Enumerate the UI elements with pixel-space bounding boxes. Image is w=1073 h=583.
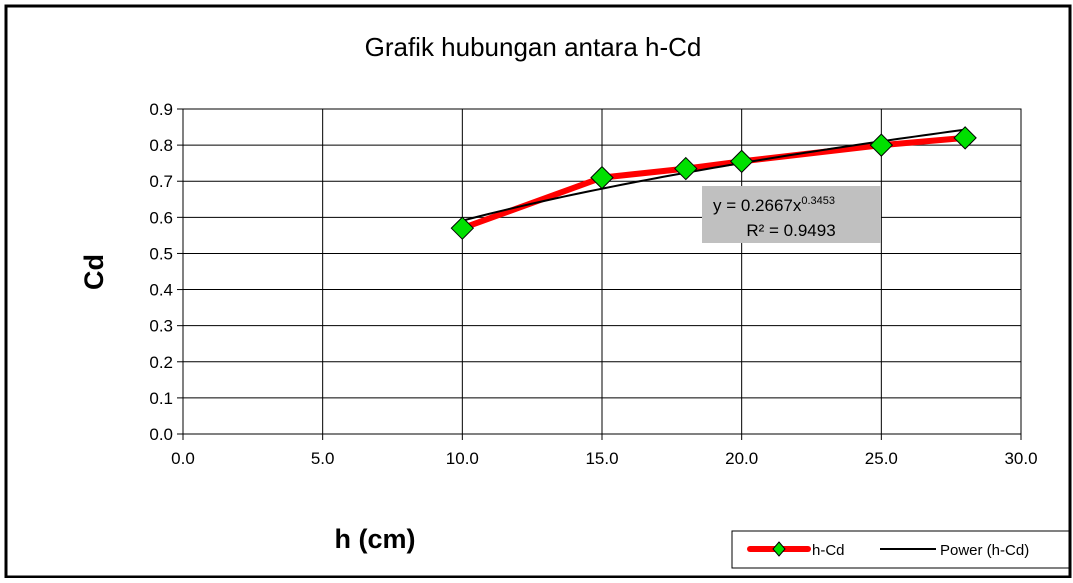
x-tick-label: 15.0 [585, 449, 618, 468]
legend-marker-h-cd [772, 541, 786, 557]
equation-main: y = 0.2667x [713, 196, 802, 215]
y-tick-label: 0.7 [149, 172, 173, 191]
legend-label-power: Power (h-Cd) [940, 542, 1029, 559]
chart-title: Grafik hubungan antara h-Cd [365, 32, 702, 62]
x-tick-label: 10.0 [446, 449, 479, 468]
y-tick-label: 0.6 [149, 208, 173, 227]
y-tick-label: 0.1 [149, 389, 173, 408]
equation-background [702, 186, 881, 243]
x-tick-label: 30.0 [1004, 449, 1037, 468]
data-point-marker [590, 165, 614, 190]
y-tick-label: 0.5 [149, 244, 173, 263]
series-layer [450, 126, 977, 240]
legend: h-Cd Power (h-Cd) [731, 530, 1070, 569]
equation-exponent: 0.3453 [801, 195, 835, 207]
x-tick-label: 0.0 [171, 449, 195, 468]
x-tick-label: 20.0 [725, 449, 758, 468]
data-point-marker [953, 126, 977, 150]
equation-text: y = 0.2667x0.3453 [713, 195, 835, 215]
y-tick-label: 0.8 [149, 136, 173, 155]
x-axis-label: h (cm) [335, 524, 416, 554]
data-point-marker [869, 133, 894, 157]
data-point-marker [729, 149, 754, 174]
series-line-h-cd [459, 134, 969, 232]
data-point-marker [674, 156, 698, 181]
data-point-marker [450, 216, 475, 240]
y-tick-label: 0.2 [149, 353, 173, 372]
y-tick-label: 0.0 [149, 425, 173, 444]
tick-layer: 0.0 0.1 0.2 0.3 0.4 0.5 0.6 0.7 0.8 0.9 0.0 5.0 10.0… [149, 100, 1037, 468]
legend-label-h-cd: h-Cd [812, 542, 845, 559]
r-squared-text: R² = 0.9493 [746, 221, 835, 240]
y-tick-label: 0.9 [149, 100, 173, 119]
x-tick-label: 5.0 [311, 449, 335, 468]
x-tick-label: 25.0 [865, 449, 898, 468]
y-tick-label: 0.4 [149, 281, 173, 300]
trendline-equation-box: y = 0.2667x0.3453 R² = 0.9493 [702, 186, 881, 243]
y-axis-label: Cd [79, 254, 109, 290]
y-tick-label: 0.3 [149, 317, 173, 336]
